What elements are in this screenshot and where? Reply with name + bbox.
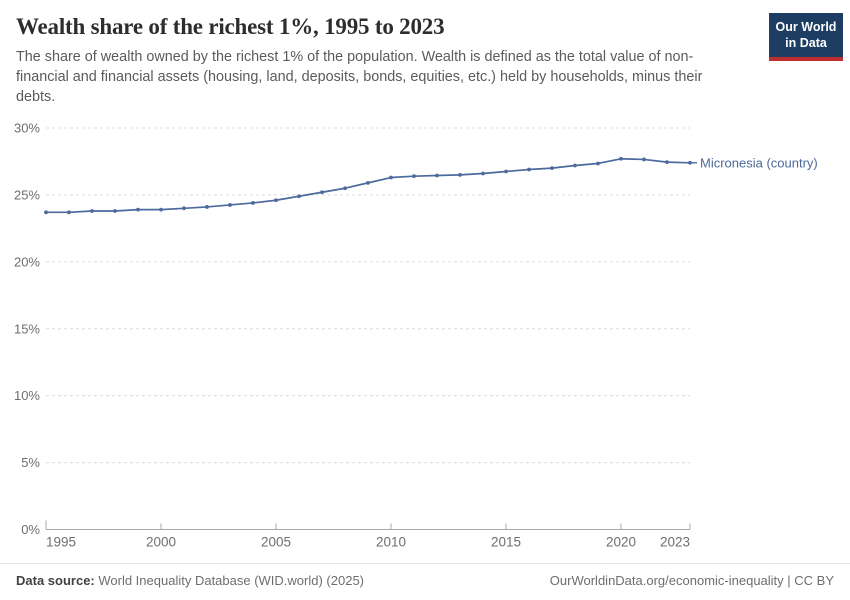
entity-label[interactable]: Micronesia (country) (700, 155, 818, 170)
y-tick-label-30: 30% (14, 121, 40, 136)
data-source-value[interactable]: World Inequality Database (WID.world) (2… (94, 573, 365, 588)
y-tick-label-15: 15% (14, 321, 40, 336)
data-point-2022[interactable] (665, 160, 669, 165)
data-point-1996[interactable] (67, 210, 71, 215)
data-point-2013[interactable] (458, 172, 462, 177)
series-line-micronesia[interactable] (45, 157, 691, 214)
owid-logo[interactable]: Our World in Data (769, 13, 843, 61)
chart-header: Wealth share of the richest 1%, 1995 to … (16, 14, 756, 107)
y-tick-label-5: 5% (21, 455, 40, 470)
owid-logo-line2: in Data (785, 36, 827, 51)
chart-title: Wealth share of the richest 1%, 1995 to … (16, 14, 445, 39)
data-point-2004[interactable] (251, 201, 255, 205)
data-source-label: Data source: (16, 573, 95, 588)
chart-footer: Data source: World Inequality Database (… (0, 563, 850, 600)
y-tick-label-10: 10% (14, 388, 40, 403)
x-tick-label-2000: 2000 (146, 535, 176, 550)
data-point-2014[interactable] (481, 171, 485, 176)
data-point-2018[interactable] (573, 163, 577, 168)
data-point-2021[interactable] (642, 157, 646, 162)
data-point-2009[interactable] (366, 180, 370, 185)
data-point-2010[interactable] (389, 175, 393, 180)
data-point-2002[interactable] (205, 205, 209, 209)
owid-credit-link[interactable]: OurWorldinData.org/economic-inequality |… (549, 573, 834, 588)
x-tick-label-2015: 2015 (491, 535, 521, 550)
y-tick-label-25: 25% (14, 187, 40, 202)
x-tick-label-2010: 2010 (376, 535, 406, 550)
data-point-2016[interactable] (527, 167, 531, 172)
y-tick-label-20: 20% (14, 254, 40, 269)
data-point-1997[interactable] (90, 209, 94, 213)
data-point-2019[interactable] (596, 161, 600, 166)
data-point-2001[interactable] (182, 206, 186, 211)
data-point-2017[interactable] (550, 166, 554, 171)
x-tick-label-2023: 2023 (660, 535, 690, 550)
x-tick-label-2020: 2020 (606, 535, 636, 550)
data-point-2015[interactable] (504, 169, 508, 174)
data-point-2007[interactable] (320, 190, 324, 195)
data-point-1995[interactable] (44, 210, 48, 215)
owid-logo-line1: Our World (775, 20, 837, 34)
data-point-1999[interactable] (136, 207, 140, 212)
data-point-2006[interactable] (297, 194, 301, 199)
x-tick-label-2005: 2005 (261, 535, 291, 550)
x-tick-label-1995: 1995 (46, 535, 76, 550)
data-point-2005[interactable] (274, 198, 278, 203)
data-point-2012[interactable] (435, 173, 439, 178)
data-point-2020[interactable] (619, 156, 623, 161)
y-tick-label-0: 0% (21, 522, 40, 537)
data-point-1998[interactable] (113, 209, 117, 213)
data-point-2003[interactable] (228, 203, 232, 207)
chart-subtitle: The share of wealth owned by the richest… (16, 49, 703, 106)
data-point-2011[interactable] (412, 174, 416, 179)
data-point-2008[interactable] (343, 186, 347, 191)
data-point-2000[interactable] (159, 207, 163, 212)
data-source: Data source: World Inequality Database (… (16, 573, 364, 588)
